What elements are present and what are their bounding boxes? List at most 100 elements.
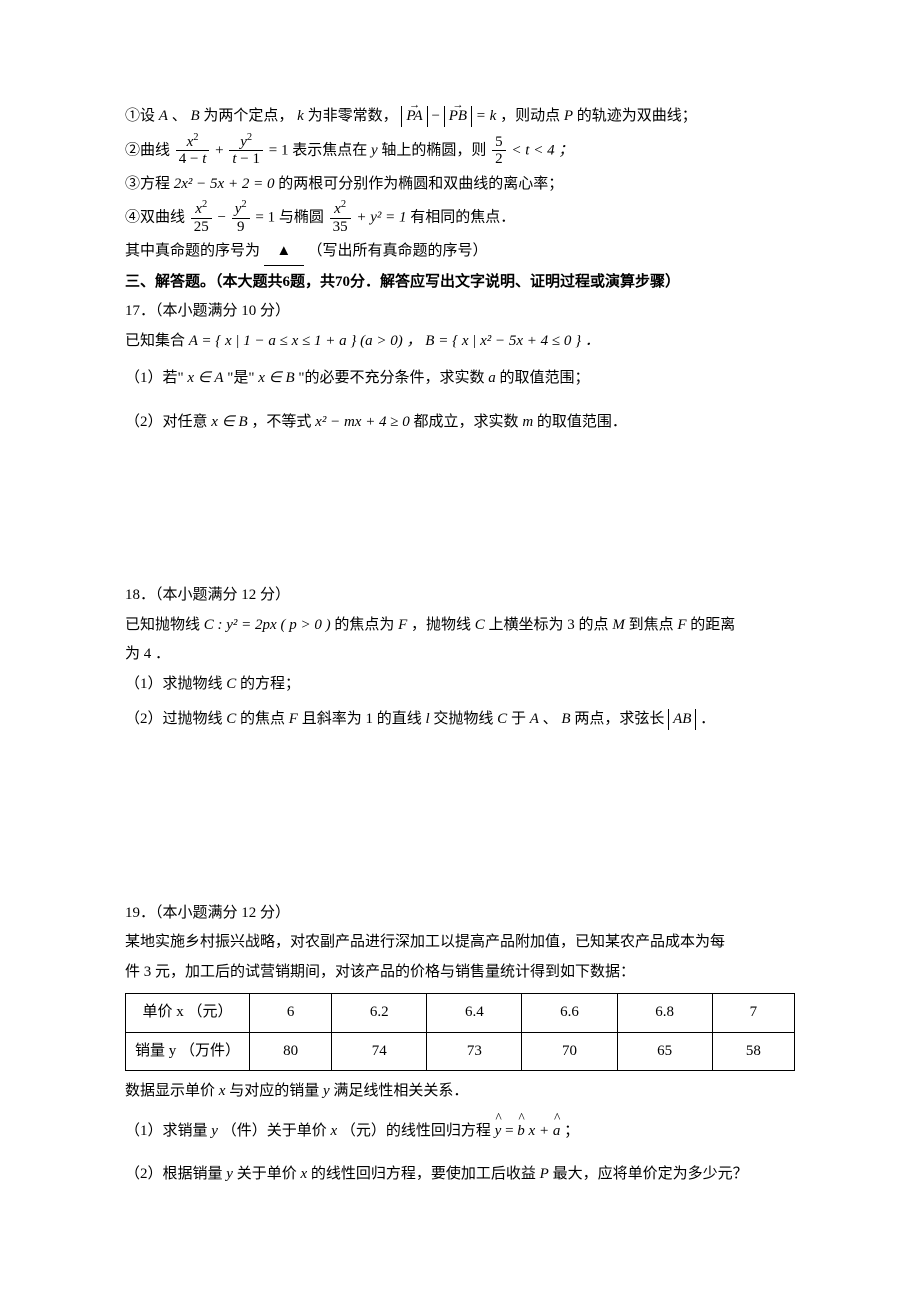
text: （1）求抛物线: [125, 676, 226, 692]
var-y: y: [211, 1123, 218, 1139]
q17-p2: （2）对任意 x ∈ B ，不等式 x² − mx + 4 ≥ 0 都成立，求实…: [125, 410, 795, 436]
var-x: x: [300, 1166, 307, 1182]
table-cell: 58: [712, 1032, 794, 1071]
text: （件）关于单价: [222, 1123, 331, 1139]
text: ①设: [125, 108, 155, 124]
eq: =: [505, 1123, 517, 1139]
text: 数据显示单价: [125, 1083, 219, 1099]
exam-page: ①设 A 、 B 为两个定点， k 为非零常数， PA − PB = k ，则动…: [0, 0, 920, 1302]
text: 交抛物线: [433, 711, 497, 727]
ahat: a: [553, 1119, 561, 1145]
q17-p1: （1）若" x ∈ A "是" x ∈ B "的必要不充分条件，求实数 a 的取…: [125, 366, 795, 392]
q19-p1: （1）求销量 y （件）关于单价 x （元）的线性回归方程 y = b x + …: [125, 1119, 795, 1145]
q19-p2: （2）根据销量 y 关于单价 x 的线性回归方程，要使加工后收益 P 最大，应将…: [125, 1162, 795, 1188]
text: ④双曲线: [125, 209, 189, 225]
text: 为两个定点，: [203, 108, 293, 124]
text: 的距离: [690, 617, 735, 633]
section-3-header: 三、解答题。（本大题共6题，共70分．解答应写出文字说明、证明过程或演算步骤）: [125, 270, 795, 296]
text: "是": [227, 370, 258, 386]
var-A: A: [159, 108, 168, 124]
text: 到焦点: [629, 617, 678, 633]
q18-p1: （1）求抛物线 C 的方程；: [125, 672, 795, 698]
q19-head: 19．（本小题满分 12 分）: [125, 901, 795, 927]
frac-h1: x2 25: [191, 201, 212, 235]
var-k: k: [297, 108, 304, 124]
abs-PB: PB: [444, 106, 472, 127]
var-C: C: [226, 711, 236, 727]
fill-in-line: 其中真命题的序号为 ▲ （写出所有真命题的序号）: [125, 239, 795, 266]
frac-e1: x2 35: [330, 201, 351, 235]
q18-l1: 已知抛物线 C : y² = 2px ( p > 0 ) 的焦点为 F ，抛物线…: [125, 613, 795, 639]
table-cell: 80: [250, 1032, 332, 1071]
plus: +: [215, 142, 227, 158]
text: （元）的线性回归方程: [341, 1123, 495, 1139]
workspace-gap: [125, 439, 795, 579]
statement-4: ④双曲线 x2 25 − y2 9 = 1 与椭圆 x2 35 + y² = 1…: [125, 201, 795, 235]
text: 轴上的椭圆，则: [381, 142, 486, 158]
eq: 2x² − 5x + 2 = 0: [174, 176, 275, 192]
q19-l3: 数据显示单价 x 与对应的销量 y 满足线性相关关系．: [125, 1079, 795, 1105]
text: 其中真命题的序号为: [125, 243, 260, 259]
var-F: F: [398, 617, 407, 633]
text: 两点，求弦长: [574, 711, 664, 727]
answer-blank[interactable]: ▲: [264, 239, 304, 266]
text: ；: [564, 1123, 579, 1139]
abs-AB: AB: [668, 709, 696, 730]
text: "的必要不充分条件，求实数: [298, 370, 488, 386]
text: 有相同的焦点．: [410, 209, 515, 225]
text: ，不等式: [251, 414, 315, 430]
text: 且斜率为 1 的直线: [302, 711, 426, 727]
text: （2）过抛物线: [125, 711, 226, 727]
range: < t < 4 ；: [511, 142, 573, 158]
table-cell: 7: [712, 994, 794, 1033]
text: 已知抛物线: [125, 617, 204, 633]
var-B: B: [190, 108, 199, 124]
table-cell: 65: [617, 1032, 712, 1071]
text: 的取值范围．: [537, 414, 627, 430]
q18-head: 18．（本小题满分 12 分）: [125, 583, 795, 609]
var-y: y: [323, 1083, 330, 1099]
text: （1）求销量: [125, 1123, 211, 1139]
q18-l2: 为 4 ．: [125, 642, 795, 668]
table-cell: 73: [427, 1032, 522, 1071]
table-cell: 74: [332, 1032, 427, 1071]
data-table: 单价 x （元） 6 6.2 6.4 6.6 6.8 7 销量 y （万件） 8…: [125, 993, 795, 1071]
text: = 1 与椭圆: [255, 209, 327, 225]
frac-2: y2 t − 1: [229, 134, 263, 168]
text: 的方程；: [240, 676, 300, 692]
text: ②曲线: [125, 142, 170, 158]
table-cell: 6.2: [332, 994, 427, 1033]
yhat: y: [495, 1119, 502, 1145]
var-F: F: [677, 617, 686, 633]
q19-l1: 某地实施乡村振兴战略，对农副产品进行深加工以提高产品附加值，已知某农产品成本为每: [125, 930, 795, 956]
var-x: x: [330, 1123, 337, 1139]
text: 的取值范围；: [500, 370, 590, 386]
q18-p2: （2）过抛物线 C 的焦点 F 且斜率为 1 的直线 l 交抛物线 C 于 A …: [125, 707, 795, 733]
text: 的焦点为: [334, 617, 398, 633]
text: 于: [511, 711, 530, 727]
var-F: F: [289, 711, 298, 727]
statement-1: ①设 A 、 B 为两个定点， k 为非零常数， PA − PB = k ，则动…: [125, 104, 795, 130]
row-header-y: 销量 y （万件）: [126, 1032, 250, 1071]
text: 的焦点: [240, 711, 289, 727]
var-C: C: [475, 617, 485, 633]
x-plus: x +: [529, 1123, 553, 1139]
text: 最大，应将单价定为多少元？: [553, 1166, 748, 1182]
expr: C : y² = 2px ( p > 0 ): [204, 617, 331, 633]
set-defs: A = { x | 1 − a ≤ x ≤ 1 + a } (a > 0) ， …: [189, 333, 600, 349]
table-row: 销量 y （万件） 80 74 73 70 65 58: [126, 1032, 795, 1071]
text: ③方程: [125, 176, 174, 192]
table-cell: 6.8: [617, 994, 712, 1033]
text: 的两根可分别作为椭圆和双曲线的离心率；: [278, 176, 563, 192]
frac-rhs: 5 2: [492, 134, 506, 168]
eq-k: = k: [476, 108, 497, 124]
expr: x² − mx + 4 ≥ 0: [315, 414, 410, 430]
text: 关于单价: [237, 1166, 301, 1182]
text: ，则动点: [500, 108, 564, 124]
text: （2）根据销量: [125, 1166, 226, 1182]
text: 满足线性相关关系．: [333, 1083, 468, 1099]
table-cell: 6.6: [522, 994, 617, 1033]
text: 、: [543, 711, 558, 727]
table-cell: 6: [250, 994, 332, 1033]
var-m: m: [522, 414, 533, 430]
